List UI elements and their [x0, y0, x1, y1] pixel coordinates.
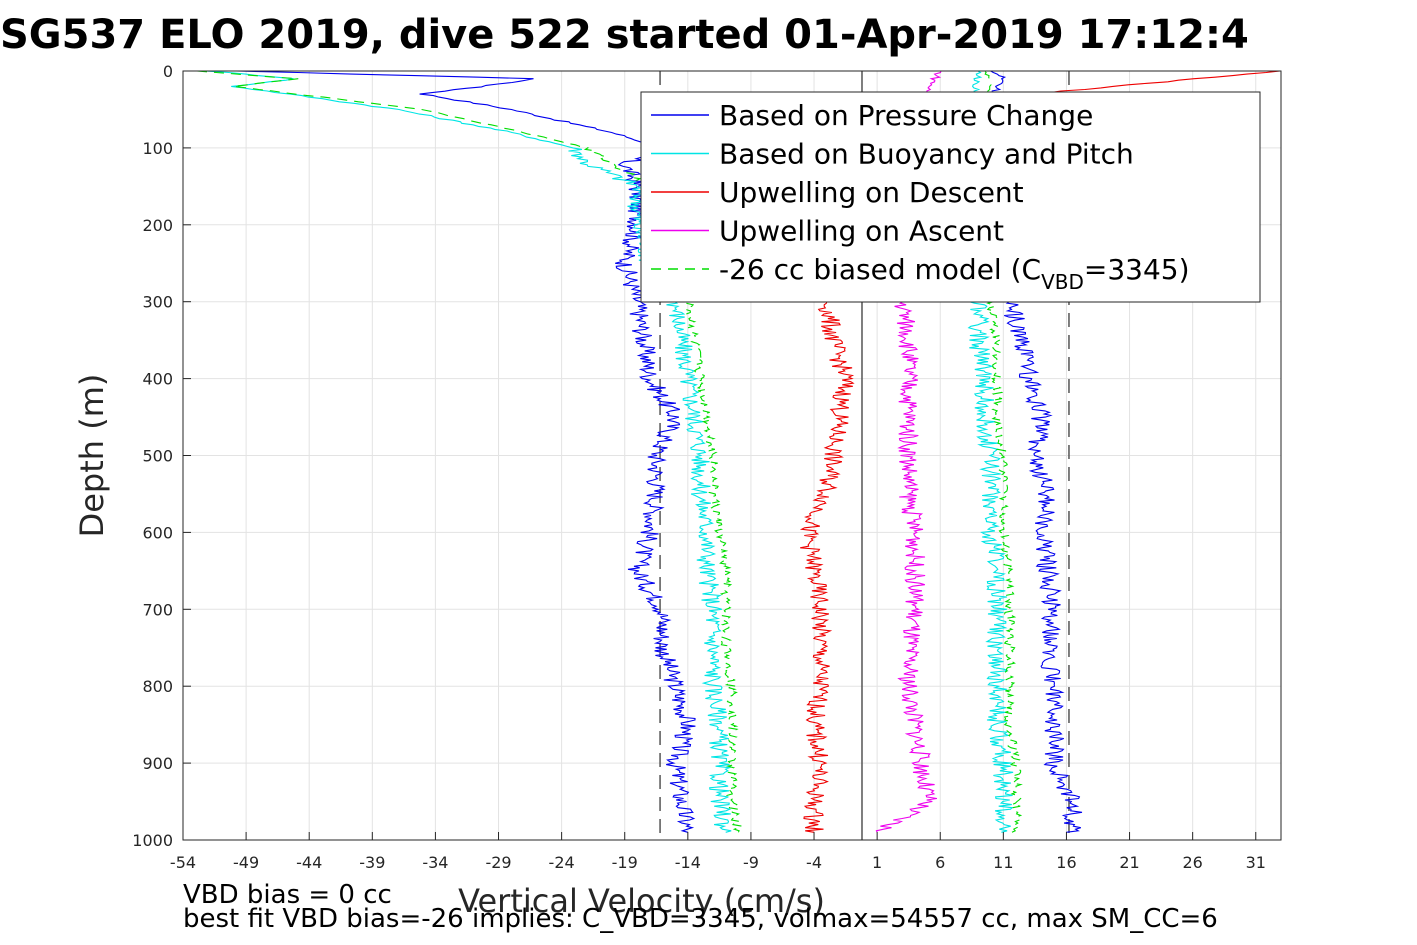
footer-bias-line: VBD bias = 0 cc — [183, 880, 392, 910]
x-tick-label: -54 — [170, 853, 196, 872]
y-axis-ticks: 0 100 200 300 400 500 600 700 800 900 1000 — [132, 62, 191, 850]
x-tick-label: -44 — [296, 853, 322, 872]
legend-suffix: =3345) — [1084, 253, 1190, 286]
legend: Based on Pressure Change Based on Buoyanc… — [640, 91, 1261, 303]
x-tick-label: -49 — [233, 853, 259, 872]
x-tick-label: 16 — [1056, 853, 1076, 872]
y-tick-label: 600 — [142, 523, 173, 542]
series-line-based-on-buoyancy-and-pitch-descent — [205, 70, 732, 833]
legend-label-based-on-buoyancy-and-pitch: Based on Buoyancy and Pitch — [719, 138, 1134, 171]
legend-box — [640, 91, 1261, 303]
y-tick-label: 500 — [142, 447, 173, 466]
x-tick-label: -14 — [675, 853, 701, 872]
x-tick-label: 6 — [935, 853, 945, 872]
x-axis-ticks: -54 -49 -44 -39 -34 -29 -24 -19 -14 -9 -4 1 6 11 16 21 2… — [170, 832, 1266, 872]
legend-label-based-on-pressure-change: Based on Pressure Change — [719, 99, 1093, 132]
y-tick-label: 100 — [142, 139, 173, 158]
x-tick-label: 1 — [872, 853, 882, 872]
x-axis-label: Vertical Velocity (cm/s) — [458, 882, 825, 920]
y-tick-label: 200 — [142, 216, 173, 235]
y-tick-label: 300 — [142, 293, 173, 312]
y-tick-label: 800 — [142, 677, 173, 696]
y-tick-label: 0 — [163, 62, 173, 81]
x-tick-label: -34 — [422, 853, 448, 872]
footer-fit-line: best fit VBD bias=-26 implies: C_VBD=334… — [183, 904, 1218, 934]
x-tick-label: -29 — [485, 853, 511, 872]
x-tick-label: -9 — [743, 853, 759, 872]
x-tick-label: -24 — [549, 853, 575, 872]
x-tick-label: 11 — [993, 853, 1013, 872]
legend-subscript: VBD — [1041, 270, 1084, 294]
x-tick-label: 21 — [1119, 853, 1139, 872]
y-tick-label: 900 — [142, 754, 173, 773]
y-axis-label: Depth (m) — [73, 374, 111, 538]
chart-title: SG537 ELO 2019, dive 522 started 01-Apr-… — [0, 12, 1249, 58]
y-tick-label: 700 — [142, 600, 173, 619]
y-tick-label: 1000 — [132, 831, 173, 850]
legend-label-upwelling-on-ascent: Upwelling on Ascent — [719, 215, 1004, 248]
y-tick-label: 400 — [142, 370, 173, 389]
x-tick-label: 31 — [1246, 853, 1266, 872]
x-tick-label: -19 — [612, 853, 638, 872]
x-tick-label: -4 — [806, 853, 822, 872]
legend-label-upwelling-on-descent: Upwelling on Descent — [719, 176, 1024, 209]
x-tick-label: 26 — [1182, 853, 1202, 872]
x-tick-label: -39 — [359, 853, 385, 872]
